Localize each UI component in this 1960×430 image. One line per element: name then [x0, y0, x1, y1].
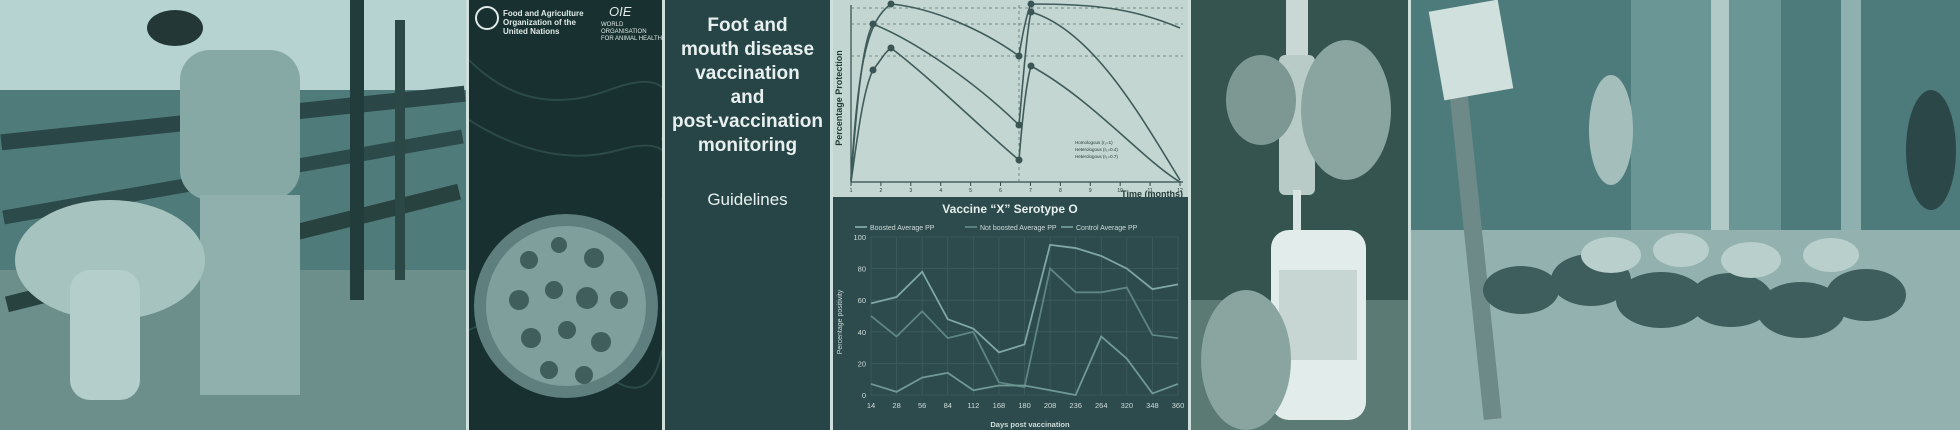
cover-subtitle: Guidelines — [707, 190, 788, 209]
syringe-illustration — [1191, 0, 1408, 430]
protection-x-tick-label: 8 — [1059, 188, 1062, 194]
y-tick-label: 0 — [862, 391, 866, 400]
chart-y-label: Percentage positivity — [837, 289, 844, 354]
legend-label: Not boosted Average PP — [980, 225, 1057, 232]
oie-line2: FOR ANIMAL HEALTH — [601, 36, 662, 42]
series-line-2 — [870, 266, 1179, 389]
divider — [466, 0, 469, 430]
chart-legend: Boosted Average PP Not boosted Average PP… — [855, 225, 1138, 232]
heterologous-curve-2 — [850, 47, 1181, 183]
fao-line3: United Nations — [503, 27, 560, 36]
title-line-3: vaccination — [695, 63, 800, 84]
legend-heterologous-07: Heterologous (r₁=0.7) — [1075, 154, 1118, 159]
vaccine-syringe-photo — [1191, 0, 1408, 430]
protection-x-tick-label: 4 — [939, 188, 942, 194]
x-tick-label: 14 — [867, 401, 875, 410]
goats-illustration — [1411, 0, 1960, 430]
oie-logo: OIE — [609, 4, 632, 19]
title-line-2: mouth disease — [680, 39, 815, 60]
protection-x-tick-label: 9 — [1089, 188, 1092, 194]
oie-line1: WORLD ORGANISATION — [601, 22, 647, 35]
farmer-cattle-photo — [0, 0, 466, 430]
fao-line2: Organization of the — [503, 18, 576, 27]
divider — [662, 0, 665, 430]
protection-x-tick-label: 10 — [1117, 188, 1123, 194]
x-tick-label: 320 — [1121, 401, 1134, 410]
y-tick-label: 60 — [858, 296, 866, 305]
fao-line1: Food and Agriculture — [503, 9, 584, 18]
y-tick-label: 80 — [858, 265, 866, 274]
serotype-chart: Vaccine “X” Serotype O Boosted Average P… — [833, 197, 1188, 430]
legend-label: Boosted Average PP — [870, 225, 935, 232]
series-line-1 — [870, 243, 1179, 354]
title-line-1: Foot and — [707, 15, 788, 36]
y-tick-label: 20 — [858, 359, 866, 368]
divider — [1188, 0, 1191, 430]
cover-title-panel: Foot and mouth disease vaccination and p… — [665, 0, 830, 430]
divider — [830, 0, 833, 430]
legend-heterologous-04: Heterologous (r₁=0.4) — [1075, 147, 1118, 152]
title-line-4: and — [730, 87, 765, 108]
cover-title: Foot and mouth disease vaccination and p… — [665, 14, 830, 158]
fao-logo-icon — [475, 6, 499, 30]
y-tick-label: 100 — [853, 233, 866, 242]
x-tick-label: 208 — [1044, 401, 1057, 410]
protection-y-label: Percentage Protection — [834, 50, 844, 146]
x-tick-label: 180 — [1018, 401, 1031, 410]
legend-label: Control Average PP — [1076, 225, 1138, 232]
chart-x-label: Days post vaccination — [990, 420, 1070, 429]
x-tick-label: 264 — [1095, 401, 1108, 410]
protection-x-tick-label: 11 — [1147, 188, 1152, 194]
protection-x-tick-label: 3 — [909, 188, 912, 194]
x-tick-label: 84 — [944, 401, 952, 410]
x-tick-label: 236 — [1069, 401, 1082, 410]
fao-name: Food and Agriculture Organization of the… — [503, 9, 584, 36]
farmer-cattle-illustration — [0, 0, 466, 430]
protection-x-tick-label: 5 — [969, 188, 972, 194]
protection-x-tick-label: 12 — [1177, 188, 1183, 194]
series-line-3 — [870, 335, 1179, 397]
x-tick-label: 168 — [993, 401, 1006, 410]
protection-x-tick-label: 2 — [880, 188, 883, 194]
heterologous-curve-1 — [850, 10, 1181, 181]
x-tick-label: 348 — [1146, 401, 1159, 410]
virus-illustration — [469, 6, 662, 398]
y-tick-label: 40 — [858, 328, 866, 337]
chart-title: Vaccine “X” Serotype O — [942, 202, 1077, 216]
x-tick-label: 28 — [892, 401, 900, 410]
protection-x-tick-label: 7 — [1029, 188, 1032, 194]
goats-village-photo — [1411, 0, 1960, 430]
serotype-chart-svg: Vaccine “X” Serotype O Boosted Average P… — [837, 202, 1185, 429]
protection-x-tick-label: 6 — [999, 188, 1002, 194]
legend-homologous: Homologous (r₁=1) — [1075, 140, 1113, 145]
x-tick-label: 112 — [967, 401, 979, 410]
divider — [1408, 0, 1411, 430]
oie-name: WORLD ORGANISATION FOR ANIMAL HEALTH — [601, 22, 662, 43]
homologous-curve — [850, 3, 1181, 181]
title-line-5: post-vaccination — [672, 111, 823, 132]
x-tick-label: 360 — [1172, 401, 1185, 410]
x-tick-label: 56 — [918, 401, 926, 410]
virus-logo-panel: Food and Agriculture Organization of the… — [469, 0, 662, 430]
title-line-6: monitoring — [697, 135, 798, 156]
protection-x-tick-label: 1 — [850, 188, 853, 194]
protection-x-label: Time (months) — [1121, 189, 1183, 197]
